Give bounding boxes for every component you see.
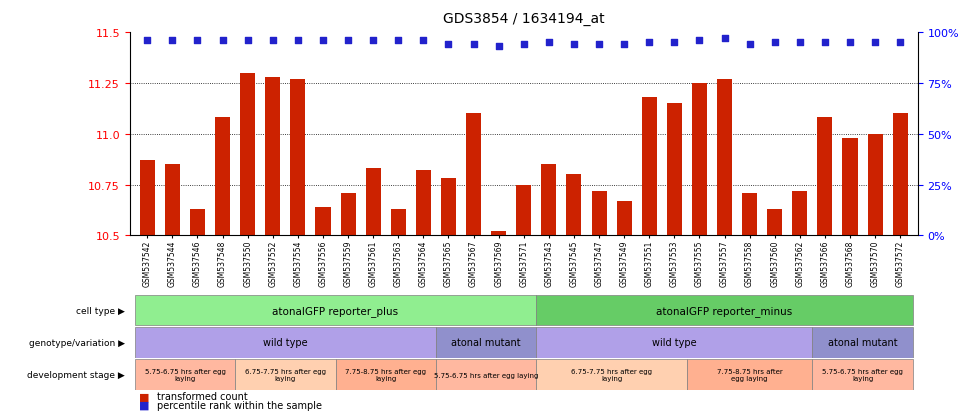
Text: ■: ■ — [139, 400, 150, 410]
Point — [591, 42, 606, 48]
Point — [240, 38, 256, 45]
Point — [566, 42, 581, 48]
FancyBboxPatch shape — [235, 360, 335, 390]
Bar — [340, 193, 356, 236]
Point — [416, 38, 431, 45]
Point — [842, 40, 857, 47]
Text: genotype/variation ▶: genotype/variation ▶ — [29, 338, 125, 347]
Point — [516, 42, 531, 48]
Point — [340, 38, 356, 45]
Point — [265, 38, 281, 45]
Bar — [139, 161, 155, 236]
Point — [692, 38, 707, 45]
Bar — [240, 74, 256, 236]
Bar — [792, 191, 807, 236]
Point — [642, 40, 657, 47]
Bar — [843, 138, 857, 236]
Point — [390, 38, 406, 45]
Point — [290, 38, 306, 45]
FancyBboxPatch shape — [812, 360, 913, 390]
Point — [139, 38, 155, 45]
Bar — [491, 232, 506, 236]
Text: 6.75-7.75 hrs after egg
laying: 6.75-7.75 hrs after egg laying — [245, 368, 326, 381]
Point — [717, 36, 732, 43]
Point — [215, 38, 231, 45]
Bar — [441, 179, 456, 236]
Text: GDS3854 / 1634194_at: GDS3854 / 1634194_at — [443, 12, 604, 26]
Text: cell type ▶: cell type ▶ — [76, 306, 125, 315]
Point — [315, 38, 331, 45]
Text: atonal mutant: atonal mutant — [452, 337, 521, 348]
Point — [792, 40, 807, 47]
FancyBboxPatch shape — [436, 360, 536, 390]
Bar — [566, 175, 581, 236]
Text: development stage ▶: development stage ▶ — [27, 370, 125, 379]
FancyBboxPatch shape — [135, 360, 235, 390]
Bar — [717, 80, 732, 236]
Bar — [617, 202, 631, 236]
FancyBboxPatch shape — [536, 360, 687, 390]
Text: wild type: wild type — [652, 337, 697, 348]
FancyBboxPatch shape — [536, 295, 913, 325]
Text: 5.75-6.75 hrs after egg
laying: 5.75-6.75 hrs after egg laying — [144, 368, 226, 381]
FancyBboxPatch shape — [135, 328, 436, 358]
Bar — [290, 80, 306, 236]
Bar — [818, 118, 832, 236]
Bar — [391, 209, 406, 236]
Point — [365, 38, 381, 45]
Point — [742, 42, 757, 48]
Point — [164, 38, 180, 45]
FancyBboxPatch shape — [335, 360, 436, 390]
Text: 5.75-6.75 hrs after egg laying: 5.75-6.75 hrs after egg laying — [434, 372, 538, 378]
Bar — [742, 193, 757, 236]
FancyBboxPatch shape — [536, 328, 812, 358]
Bar — [692, 84, 707, 236]
Point — [616, 42, 631, 48]
Text: percentile rank within the sample: percentile rank within the sample — [157, 400, 322, 410]
FancyBboxPatch shape — [812, 328, 913, 358]
FancyBboxPatch shape — [436, 328, 536, 358]
Point — [491, 44, 506, 50]
Bar — [416, 171, 431, 236]
Text: atonal mutant: atonal mutant — [827, 337, 898, 348]
Bar — [667, 104, 682, 236]
Text: transformed count: transformed count — [157, 392, 247, 401]
Text: 7.75-8.75 hrs after
egg laying: 7.75-8.75 hrs after egg laying — [717, 368, 782, 381]
Text: atonalGFP reporter_minus: atonalGFP reporter_minus — [656, 305, 793, 316]
Point — [868, 40, 883, 47]
Point — [441, 42, 456, 48]
Text: 6.75-7.75 hrs after egg
laying: 6.75-7.75 hrs after egg laying — [571, 368, 653, 381]
Bar — [642, 98, 656, 236]
Bar — [767, 209, 782, 236]
FancyBboxPatch shape — [135, 295, 536, 325]
Bar — [190, 209, 205, 236]
Point — [190, 38, 206, 45]
Bar — [365, 169, 381, 236]
Bar — [466, 114, 481, 236]
Point — [667, 40, 682, 47]
Bar — [265, 78, 281, 236]
Point — [466, 42, 481, 48]
Bar — [592, 191, 606, 236]
Bar — [868, 134, 882, 236]
Bar — [893, 114, 908, 236]
Bar — [541, 165, 556, 236]
Bar — [315, 207, 331, 236]
Point — [817, 40, 832, 47]
Point — [541, 40, 556, 47]
FancyBboxPatch shape — [687, 360, 812, 390]
Bar — [165, 165, 180, 236]
Point — [893, 40, 908, 47]
Point — [767, 40, 782, 47]
Bar — [215, 118, 230, 236]
Text: ■: ■ — [139, 392, 150, 401]
Text: 5.75-6.75 hrs after egg
laying: 5.75-6.75 hrs after egg laying — [822, 368, 903, 381]
Text: wild type: wild type — [263, 337, 308, 348]
Bar — [516, 185, 531, 236]
Text: 7.75-8.75 hrs after egg
laying: 7.75-8.75 hrs after egg laying — [345, 368, 427, 381]
Text: atonalGFP reporter_plus: atonalGFP reporter_plus — [273, 305, 399, 316]
